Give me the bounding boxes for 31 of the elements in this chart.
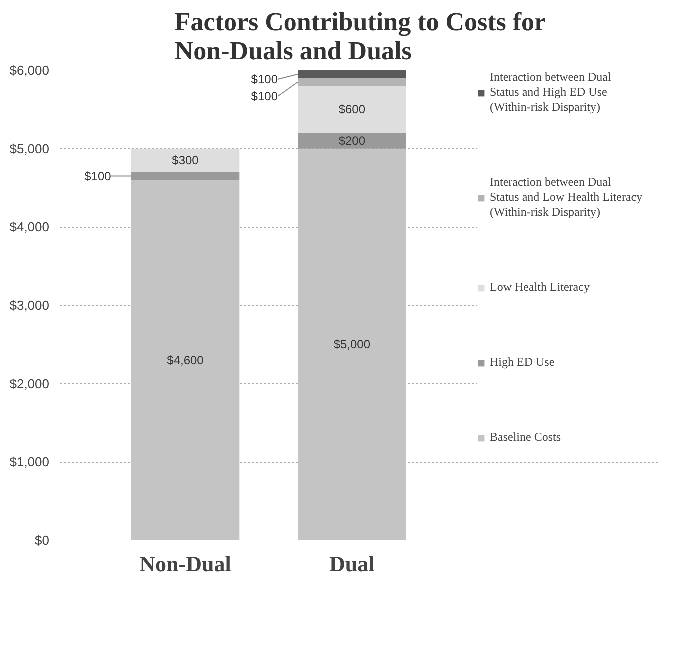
legend-label: Low Health Literacy [490,280,591,295]
bar [131,180,240,540]
y-tick-label: $2,000 [10,376,50,392]
data-label: $5,000 [334,338,371,352]
y-tick-label: $6,000 [10,63,50,78]
legend-label: Baseline Costs [490,430,562,445]
bar [298,86,406,134]
bar [298,148,406,540]
data-label: $100 [251,72,278,86]
bar [298,78,406,86]
legend-label: High ED Use [490,355,556,370]
data-label: $300 [172,154,200,168]
x-tick-label: Non-Dual [140,552,232,576]
bar [298,70,406,78]
bar [131,148,240,172]
data-label: $100 [251,90,278,104]
data-label: $600 [338,102,366,117]
y-tick-label: $1,000 [10,454,50,470]
bar [131,172,240,180]
chart-title: Factors Contributing to Costs for Non-Duals and Duals [174,8,546,66]
y-tick-label: $3,000 [10,298,50,313]
data-label: $4,600 [167,353,204,368]
legend-label: Interaction between Dual Status and High ED Use (Within-risk Disparity) [490,70,612,115]
bar [298,133,406,149]
y-tick-label: $5,000 [10,141,50,156]
data-label: $100 [84,169,112,184]
y-tick-label: $0 [35,533,50,548]
legend-label: Interaction between Dual Status and Low Health Literacy (Within-risk Disparity) [490,175,644,220]
x-tick-label: Dual [330,552,375,576]
data-label: $200 [338,134,366,148]
y-tick-label: $4,000 [10,220,50,235]
